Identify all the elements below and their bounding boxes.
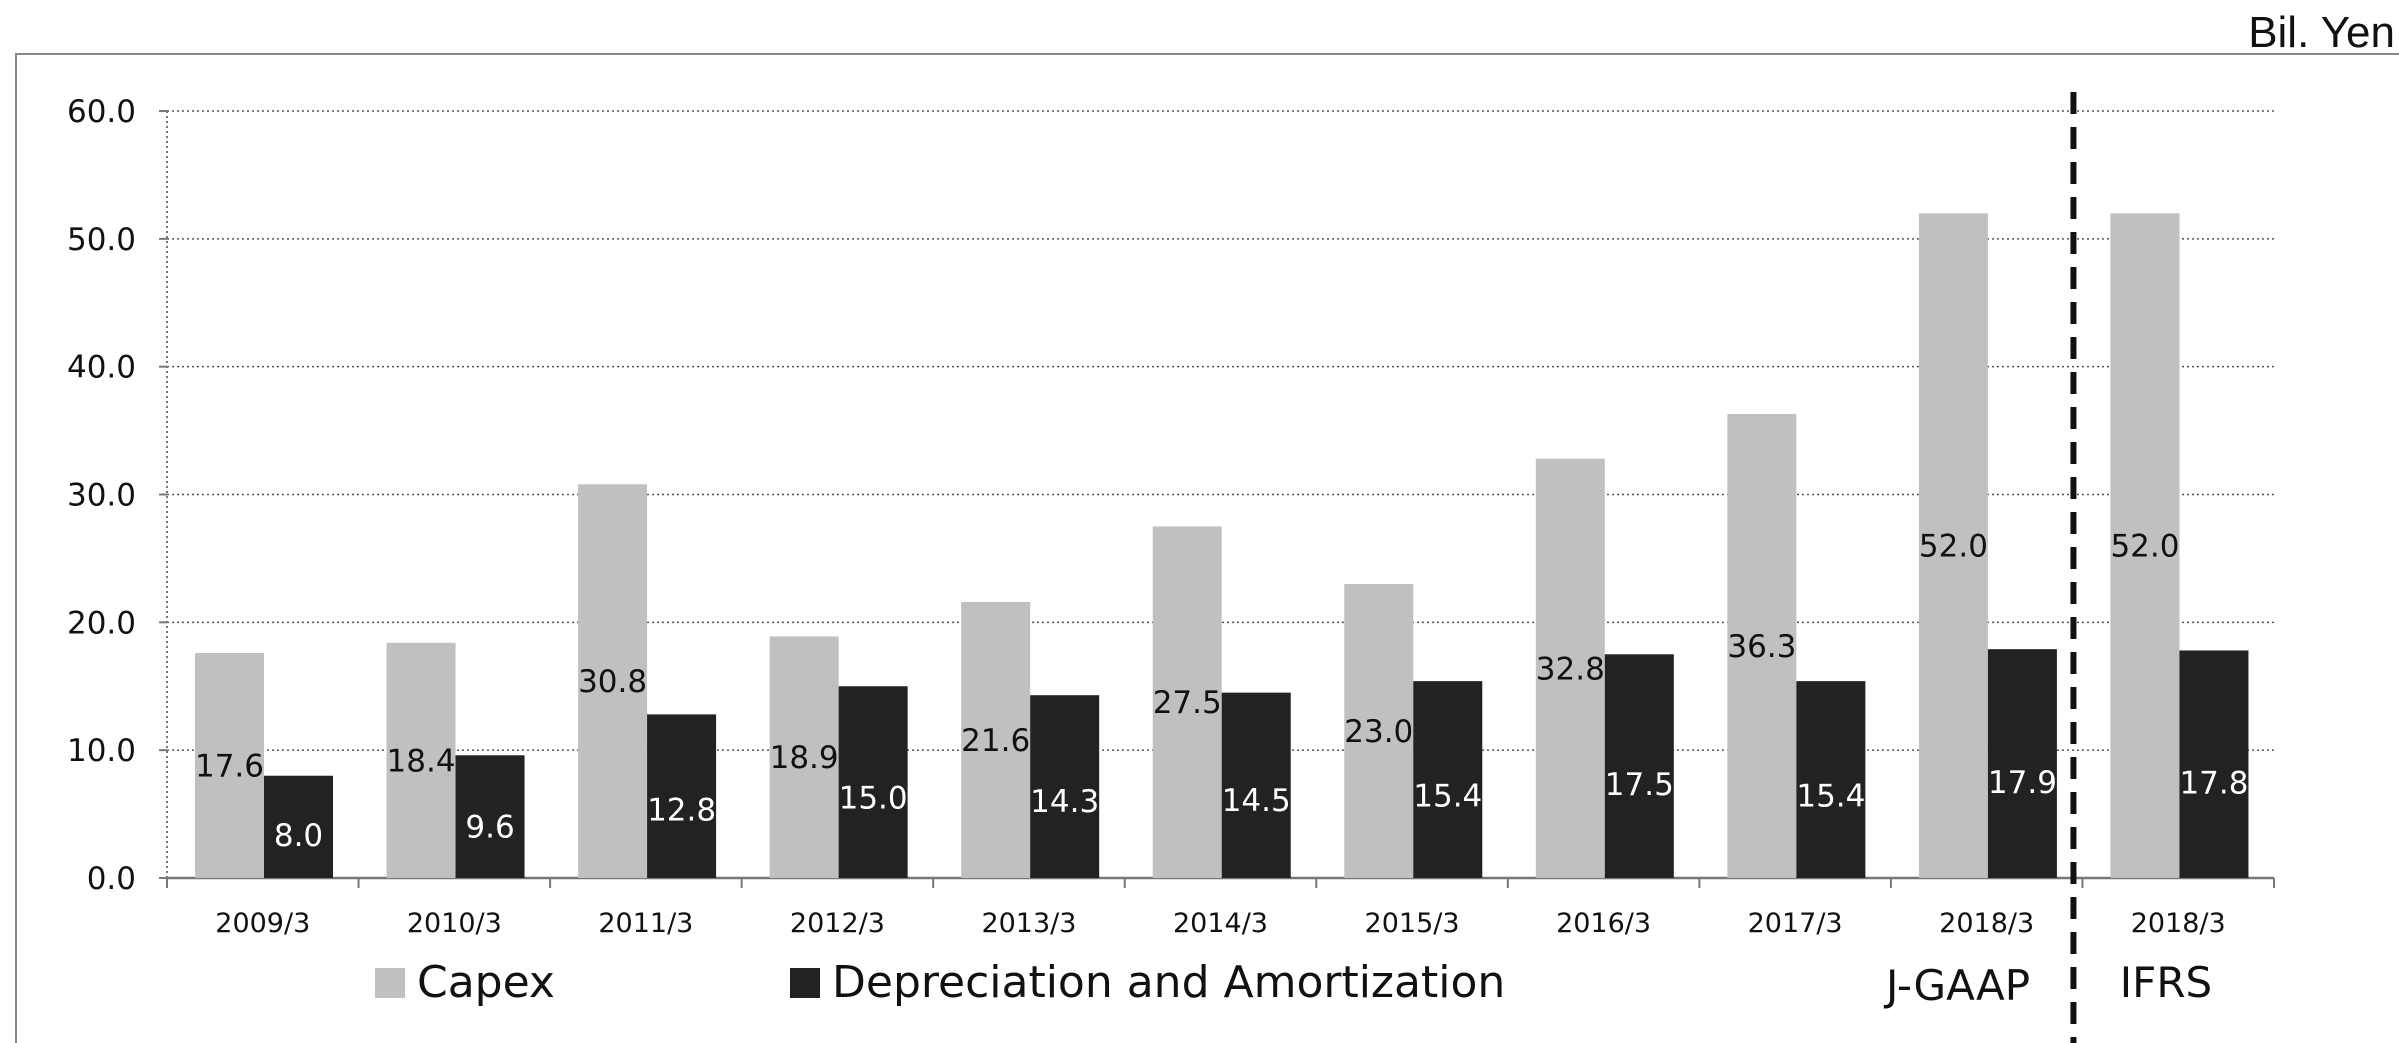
y-tick-label: 40.0 [67, 350, 136, 386]
bar-capex [195, 653, 264, 878]
data-label: 14.3 [1030, 784, 1099, 820]
x-tick-label: 2010/3 [407, 908, 502, 939]
legend-swatch [375, 968, 405, 998]
bar-depreciation [1796, 681, 1866, 878]
bar-capex [1918, 213, 1988, 878]
data-label: 17.8 [2179, 765, 2248, 801]
bar-depreciation [647, 714, 717, 878]
unit-label: Bil. Yen [2248, 8, 2395, 57]
bar-depreciation [1221, 692, 1291, 878]
data-label: 17.9 [1988, 765, 2057, 801]
y-tick-label: 60.0 [67, 94, 136, 130]
bar-capex [769, 636, 839, 878]
bar-capex [386, 642, 456, 878]
bar-depreciation [838, 686, 908, 878]
x-tick-label: 2017/3 [1748, 908, 1843, 939]
bar-depreciation [1604, 654, 1674, 878]
data-label: 15.4 [1796, 778, 1865, 814]
data-label: 12.8 [647, 792, 716, 828]
bar-depreciation [264, 775, 333, 878]
bar-capex [961, 601, 1031, 878]
bar-depreciation [1030, 695, 1100, 878]
data-label: 17.6 [195, 749, 264, 785]
bar-capex [1344, 583, 1414, 878]
data-label: 32.8 [1536, 651, 1605, 687]
y-tick-label: 30.0 [67, 478, 136, 514]
bar-capex [2110, 213, 2180, 878]
data-label: 27.5 [1153, 685, 1222, 721]
data-label: 17.5 [1605, 767, 1674, 803]
y-tick-label: 50.0 [67, 222, 136, 258]
data-label: 36.3 [1727, 629, 1796, 665]
data-label: 52.0 [2110, 529, 2179, 565]
data-label: 15.0 [839, 780, 908, 816]
x-tick-label: 2009/3 [215, 908, 310, 939]
data-label: 52.0 [1919, 529, 1988, 565]
legend-label: Capex [417, 957, 555, 1008]
chart-frame [15, 53, 2399, 1043]
x-tick-label: 2012/3 [790, 908, 885, 939]
bar-capex [1152, 526, 1222, 878]
bar-capex [578, 484, 648, 878]
y-tick-label: 10.0 [67, 733, 136, 769]
data-label: 18.9 [770, 740, 839, 776]
x-tick-label: 2016/3 [1556, 908, 1651, 939]
annotation-ifrs: IFRS [2120, 958, 2212, 1007]
x-tick-label: 2018/3 [1939, 908, 2034, 939]
bar-depreciation [2179, 650, 2249, 878]
legend-swatch [790, 968, 820, 998]
x-tick-label: 2011/3 [598, 908, 693, 939]
bar-depreciation [455, 755, 525, 878]
data-label: 9.6 [465, 809, 514, 845]
annotation-jgaap: J-GAAP [1883, 961, 2030, 1010]
x-tick-label: 2018/3 [2131, 908, 2226, 939]
data-label: 21.6 [961, 723, 1030, 759]
bar-capex [1535, 458, 1605, 878]
data-label: 18.4 [387, 743, 456, 779]
y-tick-label: 0.0 [87, 861, 136, 897]
x-tick-label: 2015/3 [1365, 908, 1460, 939]
bar-capex [1727, 413, 1797, 878]
data-label: 15.4 [1413, 778, 1482, 814]
legend-label: Depreciation and Amortization [832, 957, 1505, 1008]
bar-depreciation [1987, 649, 2057, 878]
data-label: 23.0 [1344, 714, 1413, 750]
x-tick-label: 2013/3 [981, 908, 1076, 939]
bar-depreciation [1413, 681, 1483, 878]
y-tick-label: 20.0 [67, 605, 136, 641]
data-label: 30.8 [578, 664, 647, 700]
data-label: 8.0 [274, 818, 323, 854]
data-label: 14.5 [1222, 783, 1291, 819]
x-tick-label: 2014/3 [1173, 908, 1268, 939]
